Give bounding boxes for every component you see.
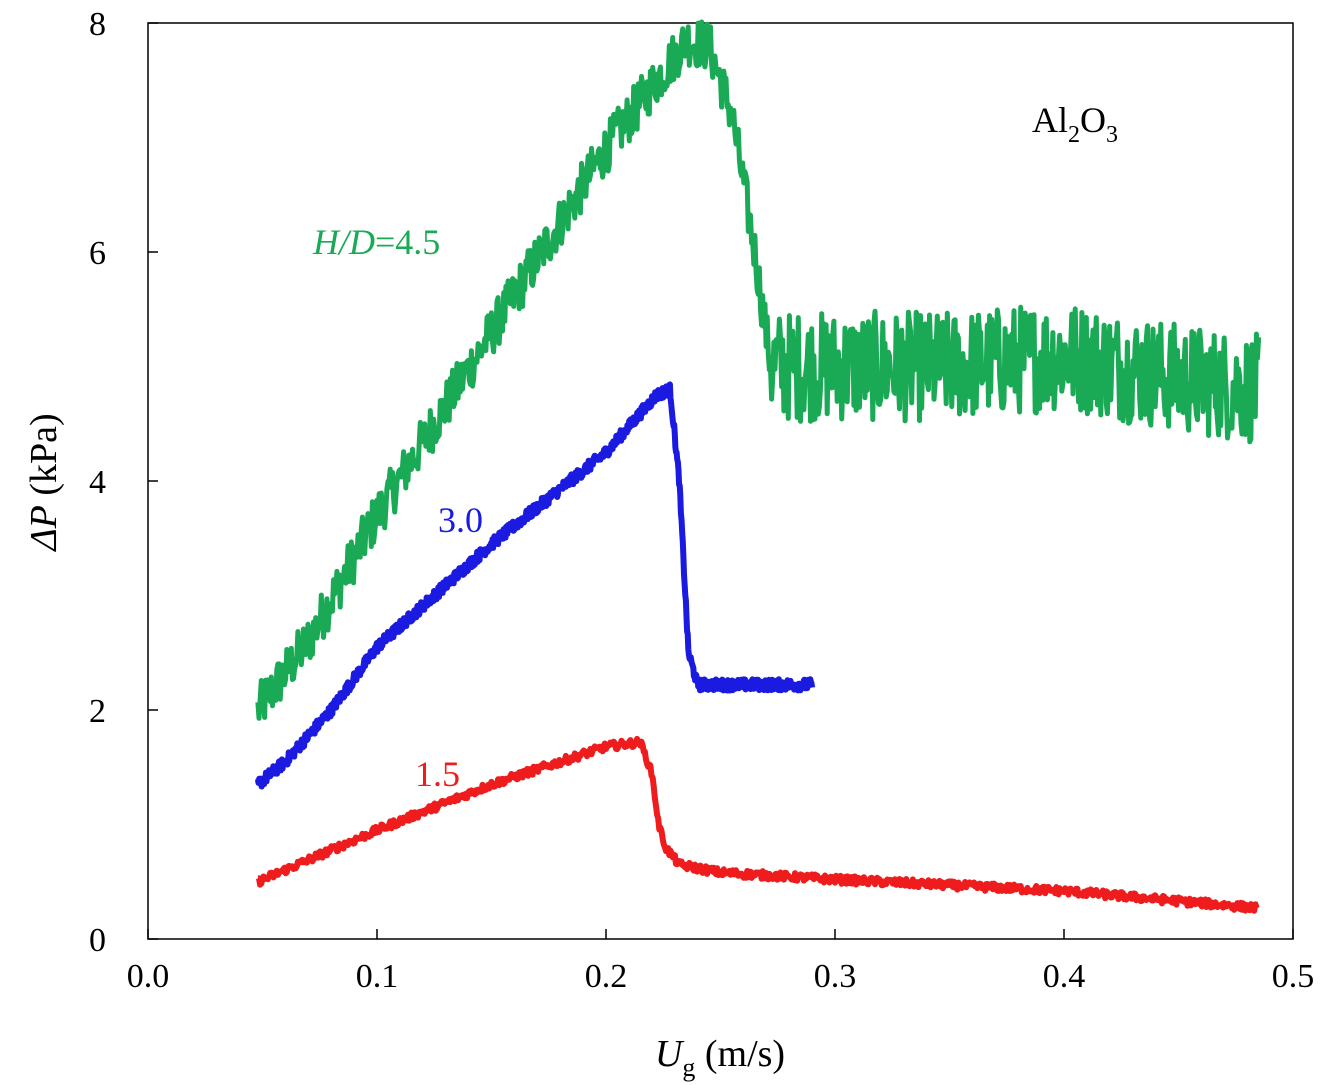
- series-label-hd45: H/D=4.5: [312, 222, 440, 262]
- y-tick-label: 6: [89, 235, 106, 272]
- y-tick-label: 2: [89, 693, 106, 730]
- y-axis-label: ΔP (kPa): [23, 413, 65, 552]
- y-tick-label: 0: [89, 922, 106, 959]
- plot-frame: [147, 22, 1294, 940]
- series-line-hd-3-0: [254, 381, 816, 790]
- series-label-30: 3.0: [438, 500, 483, 540]
- series-layer: [254, 19, 1262, 914]
- x-tick-label: 0.5: [1272, 958, 1315, 995]
- x-tick-label: 0.3: [814, 958, 857, 995]
- series-line-hd-1-5: [256, 735, 1261, 914]
- x-tick-label: 0.1: [356, 958, 399, 995]
- series-line-hd-4-5: [255, 19, 1262, 721]
- x-tick-label: 0.0: [127, 958, 170, 995]
- y-tick-label: 8: [89, 6, 106, 43]
- series-label-15: 1.5: [415, 754, 460, 794]
- x-tick-label: 0.2: [585, 958, 628, 995]
- annotation-al2o3: Al2O3: [1032, 100, 1118, 148]
- x-axis-label: Ug (m/s): [655, 1033, 785, 1082]
- tick-layer: 0.0 0.1 0.2 0.3 0.4 0.5 0 2 4 6 8: [89, 6, 1314, 995]
- y-tick-label: 4: [89, 464, 106, 501]
- x-tick-label: 0.4: [1043, 958, 1086, 995]
